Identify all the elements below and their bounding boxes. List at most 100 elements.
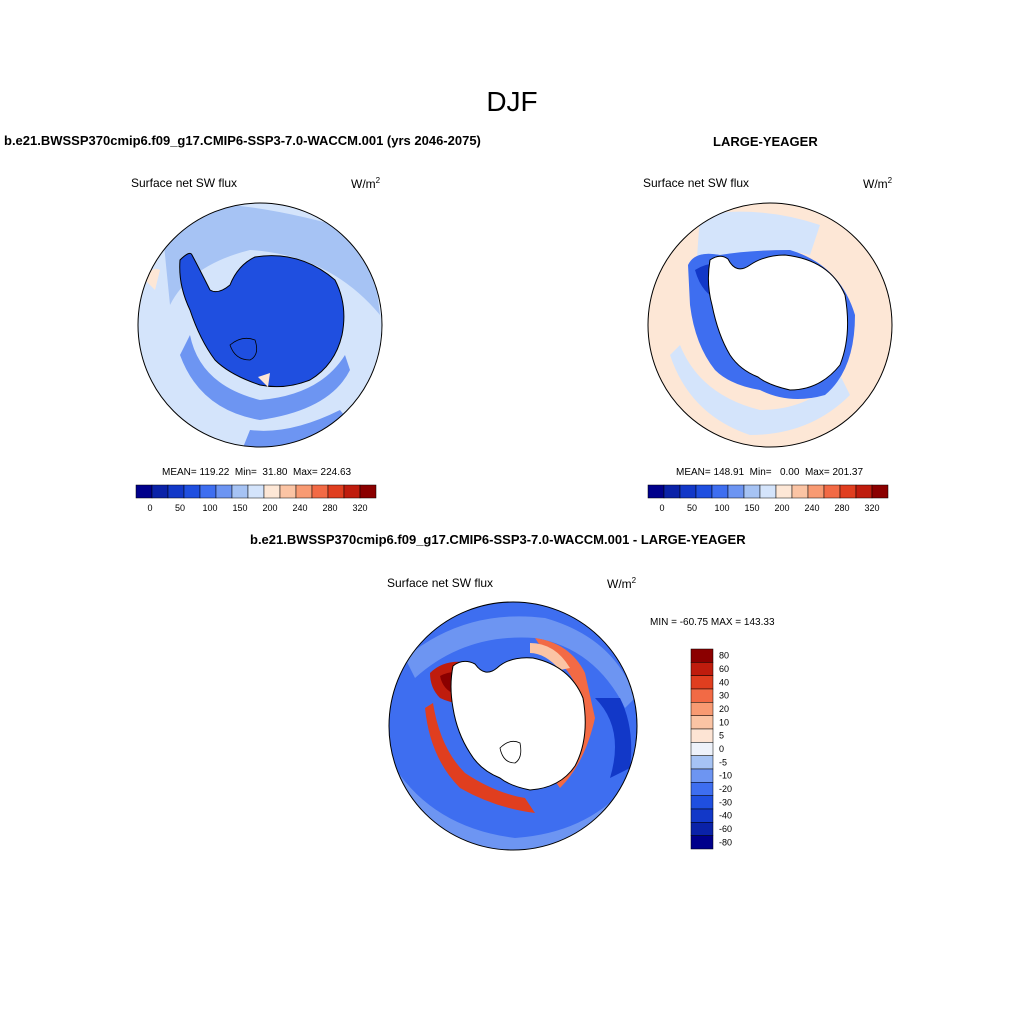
panel-1-colorbar-swatch xyxy=(135,484,153,499)
panel-2-colorbar-swatch xyxy=(839,484,857,499)
panel-2-colorbar-swatch xyxy=(711,484,729,499)
panel-1-ice-shelf-outline xyxy=(229,337,258,361)
panel-2-antarctica-landmass xyxy=(707,254,849,391)
panel-2-map-border xyxy=(647,202,893,448)
panel-1-colorbar-swatch xyxy=(327,484,345,499)
panel-3-colorbar-swatch xyxy=(690,675,714,690)
panel-1-variable-label: Surface net SW flux xyxy=(131,176,238,190)
panel-3-warm-anomaly-ring-west xyxy=(425,703,535,813)
panel-3-colorbar-tick-label: -10 xyxy=(719,771,732,781)
panel-1-colorbar-swatch xyxy=(247,484,265,499)
panel-2-colorbar-swatch xyxy=(791,484,809,499)
panel-1-colorbar-swatch xyxy=(199,484,217,499)
panel-2-colorbar-tick-label: 240 xyxy=(804,503,819,513)
panel-3-colorbar-tick-label: 0 xyxy=(719,744,724,754)
panel-3-colorbar-swatch xyxy=(690,662,714,676)
panel-1-colorbar-swatch xyxy=(263,484,281,499)
panel-3-colorbar-swatch xyxy=(690,715,714,730)
panel-3-units-label: W/m2 xyxy=(607,576,637,591)
panel-3-colorbar-swatch xyxy=(690,835,714,850)
panel-1-colorbar-tick-label: 100 xyxy=(202,503,217,513)
panel-1-map xyxy=(137,202,383,448)
panel-3-colorbar-tick-label: 30 xyxy=(719,691,729,701)
panel-2-colorbar-tick-label: 100 xyxy=(714,503,729,513)
panel-3-colorbar-swatch xyxy=(690,768,714,783)
panel-3-colorbar-swatch xyxy=(690,822,714,836)
panel-2-colorbar-tick-label: 280 xyxy=(834,503,849,513)
panel-1-colorbar-swatch xyxy=(167,484,185,499)
panel-1-colorbar-tick-label: 200 xyxy=(262,503,277,513)
panel-2-variable-label: Surface net SW flux xyxy=(643,176,750,190)
panel-1-warm-patch-2 xyxy=(258,373,270,387)
panel-1-colorbar-swatch xyxy=(295,484,313,499)
panel-1-colorbar-swatch xyxy=(231,484,249,499)
panel-1-title: b.e21.BWSSP370cmip6.f09_g17.CMIP6-SSP3-7… xyxy=(4,133,481,148)
panel-2-colorbar-swatch xyxy=(663,484,681,499)
panel-1-colorbar: 0 50 100 150 200 240 280 320 xyxy=(135,484,377,513)
panel-3-colorbar-tick-label: -80 xyxy=(719,837,732,847)
panel-1-colorbar-swatch xyxy=(151,484,169,499)
panel-1-colorbar-tick-label: 0 xyxy=(147,503,152,513)
panel-2-colorbar-swatch xyxy=(807,484,825,499)
panel-2-colorbar-swatch xyxy=(871,484,889,499)
panel-2-colorbar-swatch xyxy=(647,484,665,499)
panel-2-stats: MEAN= 148.91 Min= 0.00 Max= 201.37 xyxy=(676,467,864,478)
panel-3-colorbar-tick-label: -5 xyxy=(719,757,727,767)
panel-2-colorbar-swatch xyxy=(743,484,761,499)
panel-1-colorbar-tick-label: 240 xyxy=(292,503,307,513)
panel-3-colorbar-swatch xyxy=(690,702,714,716)
panel-3-map xyxy=(388,601,638,851)
figure-title: DJF xyxy=(486,86,538,117)
panel-2-colorbar-swatch xyxy=(775,484,793,499)
panel-3-variable-label: Surface net SW flux xyxy=(387,576,494,590)
panel-3-colorbar-tick-label: 80 xyxy=(719,651,729,661)
panel-3-colorbar-swatch xyxy=(690,728,714,743)
panel-1-colorbar-swatch xyxy=(183,484,201,499)
panel-1-colorbar-swatch xyxy=(215,484,233,499)
panel-3-colorbar-tick-label: -30 xyxy=(719,797,732,807)
panel-2-colorbar-tick-label: 200 xyxy=(774,503,789,513)
panel-2-light-band-south xyxy=(670,345,850,435)
panel-3-pale-anomaly-rim xyxy=(530,643,570,670)
panel-2-light-band-north xyxy=(695,211,820,285)
panel-1-colorbar-swatch xyxy=(311,484,329,499)
panel-3-colorbar-swatch xyxy=(690,648,714,663)
panel-1-outer-ring-band xyxy=(160,203,380,315)
panel-1-colorbar-swatch xyxy=(279,484,297,499)
panel-3-colorbar-tick-label: 40 xyxy=(719,677,729,687)
panel-3-colorbar-tick-label: 5 xyxy=(719,731,724,741)
panel-3-stats: MIN = -60.75 MAX = 143.33 xyxy=(650,617,775,628)
panel-3-colorbar-swatch xyxy=(690,755,714,770)
panel-3-ice-shelf-outline xyxy=(499,740,522,764)
panel-1-southern-band xyxy=(180,335,350,420)
panel-2-colorbar: 0 50 100 150 200 240 280 320 xyxy=(647,484,889,513)
panel-1-colorbar-tick-label: 280 xyxy=(322,503,337,513)
panel-3-colorbar: 80 60 40 30 20 10 5 0 -5 -10 -20 -30 -40 -60 -80 xyxy=(690,648,732,850)
panel-2-units-label: W/m2 xyxy=(863,176,893,191)
panel-2-colorbar-swatch xyxy=(695,484,713,499)
panel-3-colorbar-swatch xyxy=(690,742,714,756)
panel-3-colorbar-swatch xyxy=(690,795,714,810)
panel-2-colorbar-swatch xyxy=(679,484,697,499)
panel-1-colorbar-swatch xyxy=(359,484,377,499)
panel-1-colorbar-tick-label: 150 xyxy=(232,503,247,513)
panel-2-colorbar-swatch xyxy=(727,484,745,499)
panel-3-antarctica-landmass xyxy=(450,657,586,791)
panel-3-map-border xyxy=(388,601,638,851)
panel-3-light-anomaly-band xyxy=(405,616,635,708)
panel-3-colorbar-swatch xyxy=(690,688,714,703)
panel-3-colorbar-tick-label: -60 xyxy=(719,824,732,834)
panel-1-colorbar-swatch xyxy=(343,484,361,499)
panel-3-colorbar-tick-label: 20 xyxy=(719,704,729,714)
panel-2-colorbar-tick-label: 320 xyxy=(864,503,879,513)
panel-3-colorbar-tick-label: -40 xyxy=(719,811,732,821)
panel-2-colorbar-swatch xyxy=(855,484,873,499)
panel-3-colorbar-tick-label: 10 xyxy=(719,717,729,727)
panel-3-colorbar-tick-label: 60 xyxy=(719,664,729,674)
panel-2-colorbar-swatch xyxy=(823,484,841,499)
panel-3-deep-blue-patch xyxy=(595,698,632,778)
panel-2-map xyxy=(647,202,893,448)
panel-2-colorbar-tick-label: 150 xyxy=(744,503,759,513)
panel-1-units-label: W/m2 xyxy=(351,176,381,191)
panel-1-colorbar-tick-label: 320 xyxy=(352,503,367,513)
